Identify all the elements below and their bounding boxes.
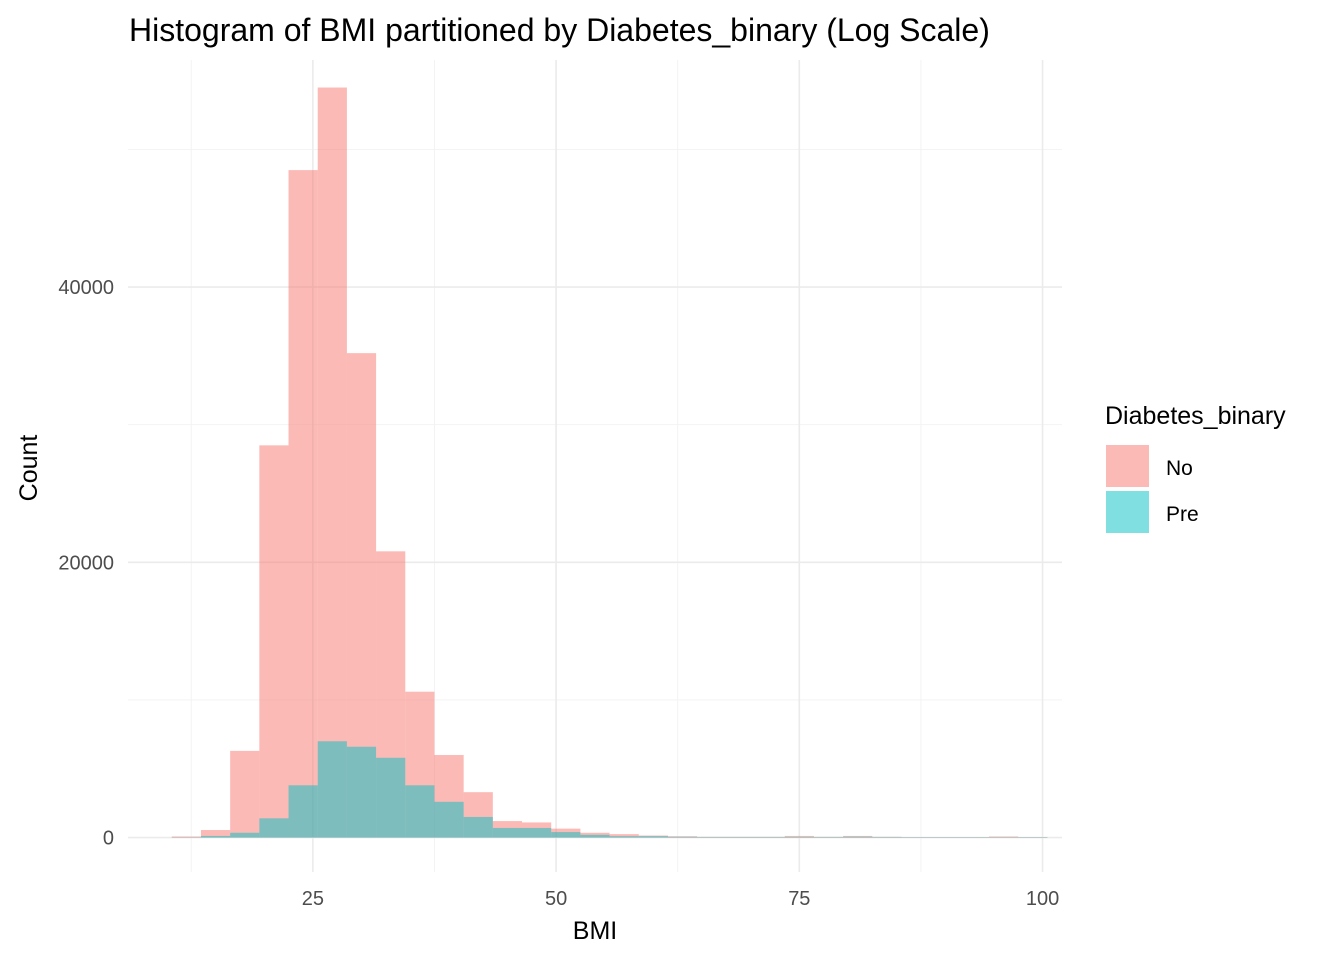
- bar-pre: [638, 836, 668, 838]
- legend-label-pre: Pre: [1166, 503, 1199, 526]
- bar-pre: [230, 832, 260, 838]
- legend-title: Diabetes_binary: [1105, 402, 1286, 430]
- bar-no: [171, 836, 201, 838]
- y-tick-label: 40000: [58, 277, 114, 299]
- series-no: [171, 87, 1048, 838]
- y-tick-label: 20000: [58, 552, 114, 574]
- legend-label-no: No: [1166, 457, 1193, 480]
- bar-no: [200, 830, 231, 838]
- bar-pre: [872, 837, 902, 838]
- bar-pre: [551, 832, 581, 838]
- bar-pre: [667, 836, 698, 838]
- x-axis-title: BMI: [573, 917, 617, 945]
- bar-no: [989, 836, 1019, 838]
- bar-pre: [580, 834, 610, 838]
- bar-pre: [200, 835, 231, 838]
- bar-no: [609, 834, 639, 838]
- x-tick-label: 100: [1026, 888, 1059, 910]
- bar-pre: [463, 816, 493, 838]
- legend-items: No Pre: [1106, 445, 1199, 533]
- bar-pre: [843, 836, 873, 838]
- bar-pre: [492, 827, 523, 838]
- bar-pre: [259, 818, 289, 838]
- y-axis-ticks: 0 20000 40000: [58, 277, 114, 850]
- bar-no: [784, 835, 814, 838]
- x-tick-label: 75: [788, 888, 810, 910]
- bar-pre: [288, 785, 318, 838]
- x-axis-ticks: 25 50 75 100: [302, 888, 1059, 910]
- bar-no: [230, 750, 260, 838]
- bar-no: [667, 836, 698, 838]
- legend-key-pre: [1106, 491, 1149, 533]
- x-tick-label: 25: [302, 888, 324, 910]
- legend: Diabetes_binary No Pre: [1105, 402, 1286, 533]
- bar-pre: [434, 801, 464, 838]
- bar-pre: [376, 757, 406, 838]
- bar-pre: [609, 836, 639, 838]
- bar-pre: [813, 837, 844, 838]
- series-pre: [171, 741, 1048, 838]
- bar-pre: [697, 837, 727, 838]
- y-tick-label: 0: [103, 828, 114, 850]
- bar-no: [288, 170, 318, 838]
- y-axis-title: Count: [15, 435, 43, 502]
- bar-pre: [405, 785, 435, 838]
- bar-pre: [726, 837, 756, 838]
- bar-pre: [522, 827, 552, 838]
- bar-pre: [317, 741, 347, 838]
- legend-key-no: [1106, 445, 1149, 487]
- bar-no: [259, 445, 289, 838]
- chart-title: Histogram of BMI partitioned by Diabetes…: [129, 12, 990, 48]
- bar-pre: [346, 746, 377, 838]
- bar-pre: [755, 837, 785, 838]
- bar-pre: [784, 836, 814, 838]
- histogram-bars: [171, 87, 1048, 838]
- x-tick-label: 50: [545, 888, 567, 910]
- bar-no: [317, 87, 347, 838]
